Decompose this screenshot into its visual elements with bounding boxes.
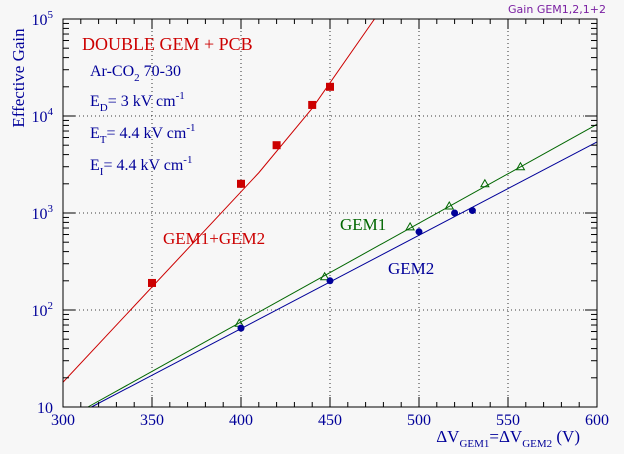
y-tick-label: 105 — [32, 9, 54, 29]
y-tick-label: 103 — [32, 203, 54, 223]
y-tick-label: 10 — [37, 400, 53, 417]
data-point-triangle — [515, 161, 526, 171]
data-point-triangle — [405, 221, 415, 231]
data-point-triangle — [444, 201, 455, 210]
data-point-circle — [415, 228, 423, 236]
corner-label: Gain GEM1,2,1+2 — [508, 3, 606, 16]
data-point-square — [237, 179, 245, 188]
data-point-square — [272, 141, 281, 150]
conditions-block: Ar-CO2 70-30 ED= 3 kV cm-1 ET= 4.4 kV cm-1… — [90, 63, 196, 178]
series-label: GEM2 — [388, 259, 434, 278]
data-point-circle — [468, 207, 476, 215]
y-tick-label: 104 — [32, 106, 54, 126]
series-label: GEM1+GEM2 — [163, 229, 265, 248]
fit-lines — [62, 18, 598, 408]
x-tick-label: 550 — [496, 412, 520, 429]
condition-line: ED= 3 kV cm-1 — [90, 90, 185, 114]
condition-line: Ar-CO2 70-30 — [90, 63, 181, 84]
series-label: GEM1 — [340, 215, 386, 234]
data-point-circle — [326, 277, 334, 285]
data-point-square — [308, 100, 317, 109]
x-axis-label: ΔVGEM1=ΔVGEM2 (V) — [436, 427, 580, 450]
axis-ticks — [62, 19, 598, 408]
x-tick-label: 500 — [407, 412, 431, 429]
data-point-circle — [451, 209, 459, 217]
x-tick-label: 350 — [140, 412, 164, 429]
series-labels: GEM1+GEM2 GEM1 GEM2 — [163, 215, 434, 278]
x-tick-label: 600 — [585, 412, 609, 429]
chart-title: DOUBLE GEM + PCB — [82, 34, 253, 54]
x-tick-label: 450 — [318, 412, 342, 429]
y-tick-label: 102 — [32, 300, 54, 320]
data-point-square — [326, 82, 334, 91]
condition-line: EI= 4.4 kV cm-1 — [90, 154, 192, 178]
data-point-triangle — [479, 178, 490, 188]
y-axis-label: Effective Gain — [9, 28, 28, 128]
data-point-square — [148, 278, 156, 287]
fit-line — [91, 141, 598, 408]
x-tick-label: 400 — [229, 412, 253, 429]
x-tick-labels: 300 350 400 450 500 550 600 — [51, 412, 609, 429]
data-point-triangle — [319, 271, 330, 281]
condition-line: ET= 4.4 kV cm-1 — [90, 122, 196, 146]
fit-line — [87, 123, 598, 408]
x-tick-label: 300 — [51, 412, 75, 429]
fit-line — [62, 18, 375, 383]
y-tick-labels: 10 102 103 104 105 — [32, 9, 54, 417]
data-markers — [148, 82, 526, 332]
data-point-circle — [237, 324, 245, 332]
